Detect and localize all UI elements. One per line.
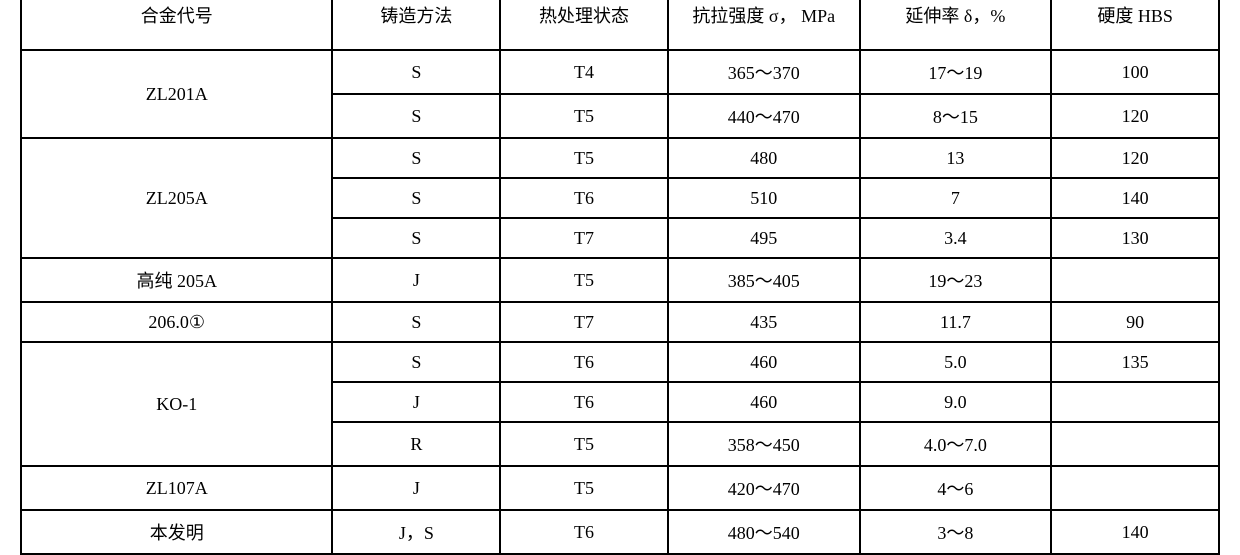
cell-alloy: 高纯 205A [21,258,332,302]
table-row: ZL201AST4365～37017～19100 [21,50,1219,94]
cell-strength: 365～370 [668,50,860,94]
alloy-properties-table: 合金代号 铸造方法 热处理状态 抗拉强度 σ， MPa 延伸率 δ，% 硬度 H… [20,0,1220,555]
table-header: 合金代号 铸造方法 热处理状态 抗拉强度 σ， MPa 延伸率 δ，% 硬度 H… [21,0,1219,50]
cell-hardness: 100 [1051,50,1219,94]
cell-hardness: 120 [1051,94,1219,138]
cell-strength: 510 [668,178,860,218]
cell-heat: T5 [500,138,668,178]
cell-elongation: 7 [860,178,1052,218]
cell-method: S [332,218,500,258]
cell-hardness: 130 [1051,218,1219,258]
cell-method: S [332,50,500,94]
cell-alloy: 本发明 [21,510,332,554]
cell-heat: T5 [500,466,668,510]
cell-alloy: KO-1 [21,342,332,466]
cell-hardness: 120 [1051,138,1219,178]
cell-elongation: 4.0～7.0 [860,422,1052,466]
cell-hardness: 140 [1051,178,1219,218]
cell-strength: 495 [668,218,860,258]
cell-elongation: 4～6 [860,466,1052,510]
cell-heat: T6 [500,382,668,422]
cell-heat: T5 [500,94,668,138]
table-row: KO-1ST64605.0135 [21,342,1219,382]
cell-alloy: ZL205A [21,138,332,258]
cell-elongation: 8～15 [860,94,1052,138]
cell-method: J [332,258,500,302]
header-heat: 热处理状态 [500,0,668,50]
cell-elongation: 3.4 [860,218,1052,258]
cell-hardness [1051,466,1219,510]
cell-strength: 460 [668,342,860,382]
cell-hardness: 140 [1051,510,1219,554]
cell-method: R [332,422,500,466]
cell-method: S [332,342,500,382]
data-table-container: 合金代号 铸造方法 热处理状态 抗拉强度 σ， MPa 延伸率 δ，% 硬度 H… [20,0,1220,555]
cell-strength: 440～470 [668,94,860,138]
cell-elongation: 13 [860,138,1052,178]
cell-strength: 435 [668,302,860,342]
cell-alloy: ZL107A [21,466,332,510]
cell-method: J [332,466,500,510]
cell-heat: T5 [500,258,668,302]
cell-hardness [1051,382,1219,422]
table-row: 206.0①ST743511.790 [21,302,1219,342]
cell-hardness: 135 [1051,342,1219,382]
cell-elongation: 17～19 [860,50,1052,94]
cell-strength: 480～540 [668,510,860,554]
cell-method: S [332,302,500,342]
cell-heat: T6 [500,178,668,218]
cell-heat: T5 [500,422,668,466]
cell-elongation: 11.7 [860,302,1052,342]
cell-method: J，S [332,510,500,554]
cell-strength: 385～405 [668,258,860,302]
cell-elongation: 5.0 [860,342,1052,382]
table-row: ZL107AJT5420～4704～6 [21,466,1219,510]
cell-strength: 460 [668,382,860,422]
cell-heat: T4 [500,50,668,94]
cell-hardness [1051,422,1219,466]
header-alloy: 合金代号 [21,0,332,50]
cell-method: S [332,178,500,218]
header-hardness: 硬度 HBS [1051,0,1219,50]
cell-method: J [332,382,500,422]
cell-heat: T6 [500,342,668,382]
table-row: 高纯 205AJT5385～40519～23 [21,258,1219,302]
cell-heat: T7 [500,302,668,342]
cell-strength: 358～450 [668,422,860,466]
header-method: 铸造方法 [332,0,500,50]
cell-hardness [1051,258,1219,302]
cell-method: S [332,94,500,138]
header-row: 合金代号 铸造方法 热处理状态 抗拉强度 σ， MPa 延伸率 δ，% 硬度 H… [21,0,1219,50]
table-body: ZL201AST4365～37017～19100ST5440～4708～1512… [21,50,1219,554]
cell-alloy: 206.0① [21,302,332,342]
table-row: 本发明J，ST6480～5403～8140 [21,510,1219,554]
cell-heat: T6 [500,510,668,554]
cell-strength: 480 [668,138,860,178]
header-elongation: 延伸率 δ，% [860,0,1052,50]
cell-method: S [332,138,500,178]
table-row: ZL205AST548013120 [21,138,1219,178]
cell-elongation: 3～8 [860,510,1052,554]
cell-elongation: 9.0 [860,382,1052,422]
cell-strength: 420～470 [668,466,860,510]
cell-heat: T7 [500,218,668,258]
header-strength: 抗拉强度 σ， MPa [668,0,860,50]
cell-elongation: 19～23 [860,258,1052,302]
cell-hardness: 90 [1051,302,1219,342]
cell-alloy: ZL201A [21,50,332,138]
